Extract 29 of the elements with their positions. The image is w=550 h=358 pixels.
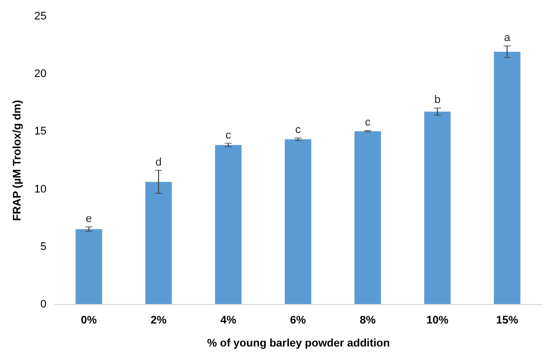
- annotation: a: [504, 32, 512, 44]
- annotation: c: [364, 116, 371, 129]
- y-tick-label: 25: [34, 10, 46, 22]
- annotation: c: [226, 129, 232, 142]
- annotation: e: [86, 212, 92, 225]
- y-tick-label: 15: [34, 126, 46, 138]
- bar: [284, 139, 312, 304]
- y-tick-label: 20: [34, 68, 46, 80]
- bar: [354, 131, 381, 304]
- annotation: d: [156, 156, 162, 168]
- x-tick-label: 6%: [290, 314, 306, 326]
- bar: [424, 112, 451, 304]
- bar: [215, 145, 242, 304]
- x-tick-label: 0%: [80, 314, 98, 326]
- x-tick-label: 8%: [360, 314, 376, 326]
- annotation: b: [434, 94, 440, 106]
- bar: [145, 182, 172, 304]
- x-tick-label: 10%: [426, 314, 449, 326]
- x-axis-title: % of young barley powder addition: [207, 338, 390, 350]
- bar: [76, 229, 102, 304]
- x-tick-label: 15%: [496, 314, 518, 326]
- y-tick-label: 10: [34, 183, 46, 196]
- x-tick-label: 2%: [150, 314, 167, 326]
- x-tick-label: 4%: [220, 314, 236, 326]
- y-axis-title: FRAP (µM Trolox/g dm): [11, 100, 24, 222]
- bar: [494, 52, 520, 304]
- y-tick-label: 0: [40, 298, 46, 310]
- annotation: c: [295, 124, 302, 136]
- y-tick-label: 5: [40, 240, 46, 253]
